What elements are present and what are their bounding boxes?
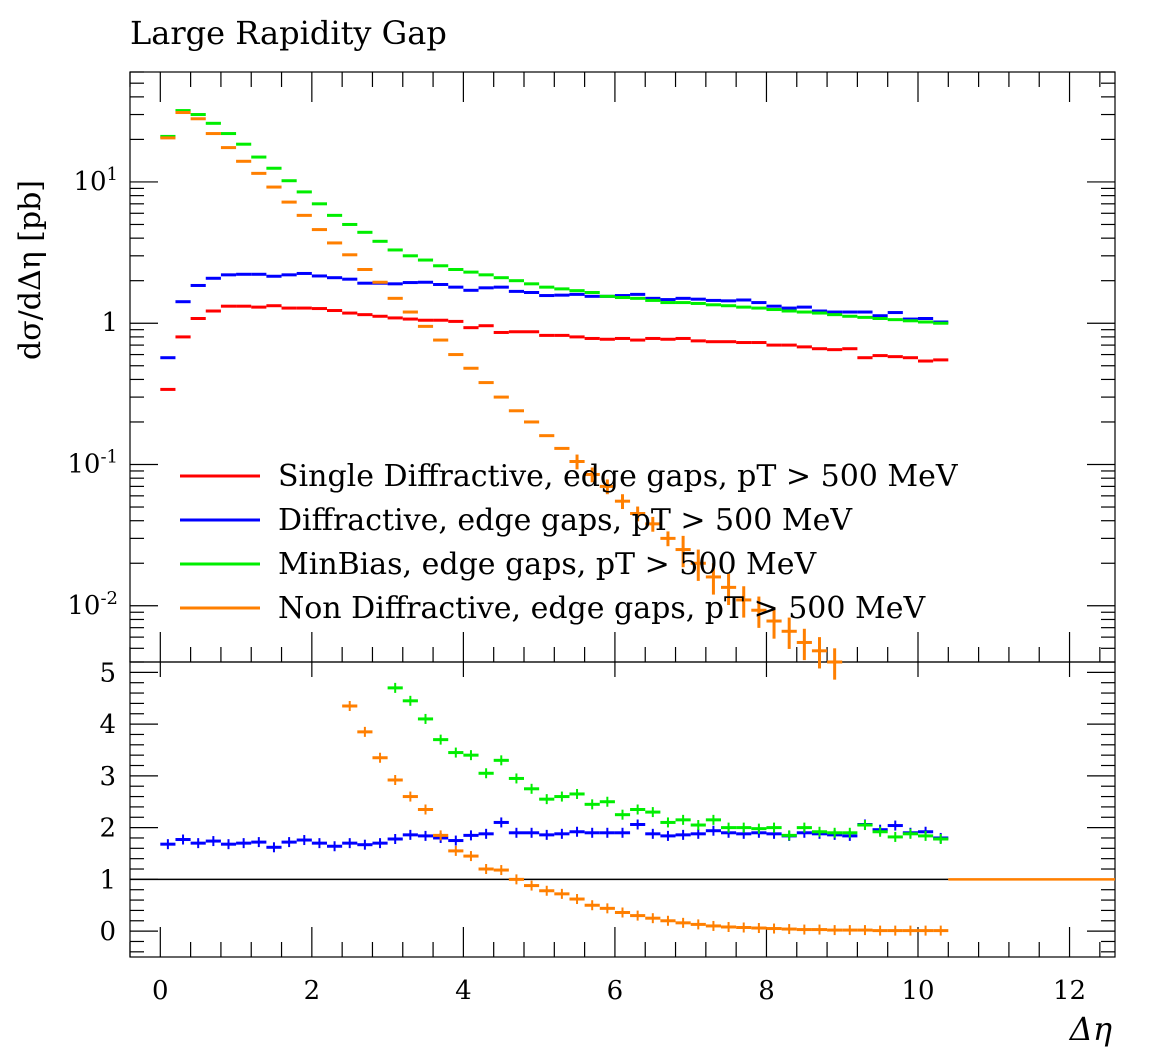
x-tick-label: 6 bbox=[607, 976, 624, 1006]
ratio-y-tick-label: 3 bbox=[99, 762, 116, 792]
x-tick-label: 8 bbox=[758, 976, 775, 1006]
legend-label: Diffractive, edge gaps, pT > 500 MeV bbox=[278, 503, 853, 538]
y-tick-label: 10-1 bbox=[67, 446, 118, 479]
y-axis-label: dσ/dΔη [pb] bbox=[13, 180, 48, 360]
legend-label: MinBias, edge gaps, pT > 500 MeV bbox=[278, 547, 818, 582]
x-tick-label: 4 bbox=[455, 976, 472, 1006]
ratio-panel-frame bbox=[129, 661, 1116, 958]
ratio-y-tick-label: 4 bbox=[99, 710, 116, 740]
ratio-y-tick-label: 0 bbox=[99, 917, 116, 947]
x-tick-label: 2 bbox=[304, 976, 321, 1006]
x-axis-label: Δη bbox=[1068, 1010, 1112, 1048]
chart-title: Large Rapidity Gap bbox=[130, 14, 447, 52]
y-tick-label: 1 bbox=[101, 308, 118, 338]
ratio-y-tick-label: 1 bbox=[99, 865, 116, 895]
y-tick-label: 10-2 bbox=[67, 588, 118, 621]
legend: Single Diffractive, edge gaps, pT > 500 … bbox=[180, 459, 959, 626]
legend-label: Non Diffractive, edge gaps, pT > 500 MeV bbox=[278, 591, 926, 626]
ratio-y-tick-label: 2 bbox=[99, 814, 116, 844]
y-tick-label: 101 bbox=[73, 164, 118, 197]
x-tick-label: 0 bbox=[152, 976, 169, 1006]
x-tick-label: 10 bbox=[901, 976, 934, 1006]
legend-label: Single Diffractive, edge gaps, pT > 500 … bbox=[278, 459, 959, 494]
main-panel-marks bbox=[160, 109, 949, 680]
ratio-y-tick-label: 5 bbox=[99, 658, 116, 688]
x-tick-label: 12 bbox=[1053, 976, 1086, 1006]
ratio-panel-marks bbox=[130, 682, 1115, 936]
